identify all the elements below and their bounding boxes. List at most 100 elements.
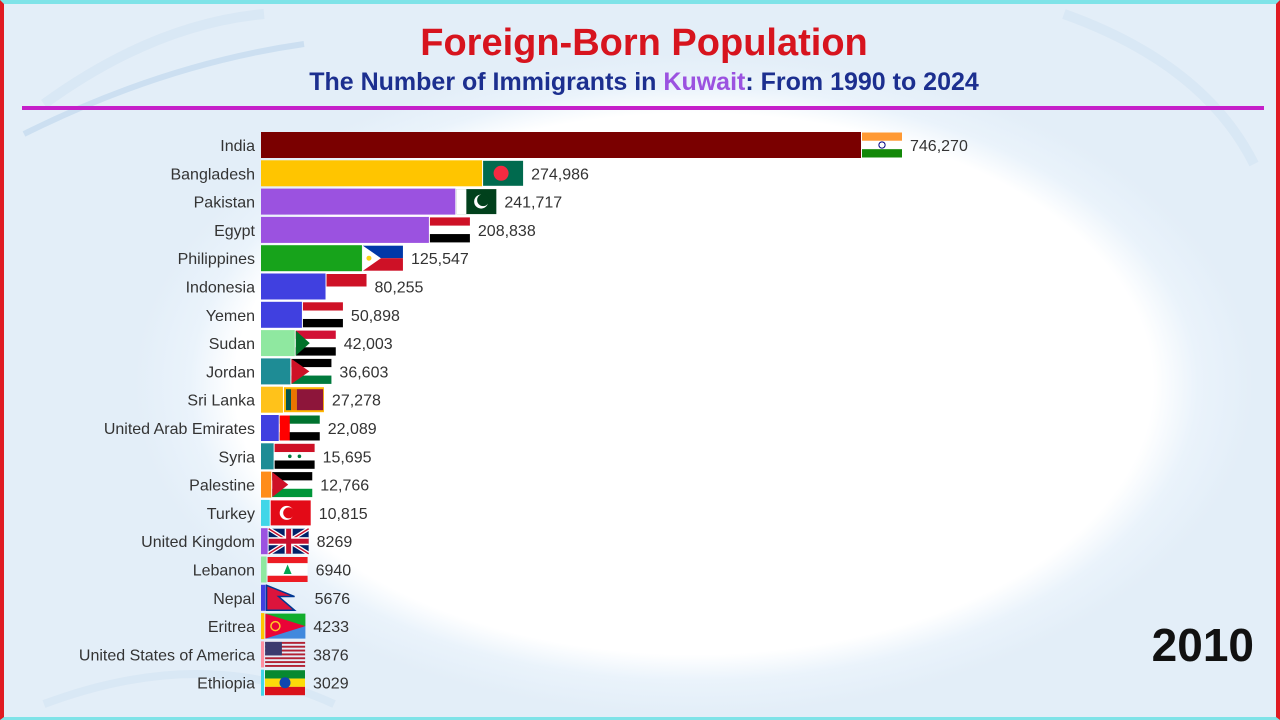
value-label: 3029 (313, 676, 349, 693)
value-label: 36,603 (339, 364, 388, 381)
category-label: Yemen (206, 308, 255, 325)
category-label: United States of America (79, 647, 255, 664)
bar (261, 132, 861, 158)
bar-row: Palestine 12,766 (189, 471, 369, 498)
value-label: 15,695 (323, 449, 372, 466)
syria-flag-icon (274, 443, 315, 469)
bar (261, 499, 270, 526)
bar (261, 471, 272, 498)
category-label: Ethiopia (197, 676, 255, 693)
bar (261, 613, 265, 640)
value-label: 12,766 (320, 478, 369, 495)
bar-row: Philippines 125,547 (178, 245, 469, 272)
bar (261, 669, 264, 696)
category-label: Pakistan (194, 195, 255, 212)
bar-row: Syria 15,695 (219, 443, 372, 470)
bar-row: Jordan 36,603 (206, 358, 388, 385)
bar (261, 415, 279, 441)
philippines-flag-icon (362, 245, 403, 271)
subtitle-country: Kuwait (663, 68, 746, 96)
bar-row: United Kingdom 8269 (141, 527, 353, 556)
category-label: Lebanon (193, 563, 255, 580)
bar-chart: India 746,270 Bangladesh 274,986 Pakistan 241… (79, 132, 968, 696)
value-label: 746,270 (910, 138, 968, 155)
jordan-flag-icon (291, 358, 332, 384)
egypt-flag-icon (429, 217, 470, 243)
value-label: 6940 (316, 563, 352, 580)
bar-row: Bangladesh 274,986 (170, 160, 589, 187)
bar-row: United States of America 3876 (79, 641, 349, 668)
bar (261, 188, 456, 215)
bar (261, 301, 302, 328)
usa-flag-icon (265, 641, 306, 667)
value-label: 5676 (315, 591, 351, 608)
category-label: Syria (219, 449, 256, 466)
bar (261, 216, 429, 243)
bar (261, 641, 265, 668)
value-label: 27,278 (332, 393, 381, 410)
bar (261, 358, 291, 385)
year-label: 2010 (1151, 619, 1254, 671)
bar (261, 528, 268, 555)
category-label: India (220, 138, 255, 155)
value-label: 8269 (317, 534, 353, 551)
sri-lanka-flag-icon (283, 387, 324, 413)
bar-row: Yemen 50,898 (206, 301, 400, 328)
value-label: 241,717 (504, 195, 562, 212)
bar (261, 386, 283, 413)
subtitle-prefix: The Number of Immigrants in (309, 68, 664, 96)
sudan-flag-icon (295, 330, 336, 356)
palestine-flag-icon (272, 472, 313, 498)
pakistan-flag-icon (456, 189, 497, 215)
value-label: 4233 (313, 619, 349, 636)
bar (261, 584, 266, 611)
nepal-flag-icon (265, 584, 297, 612)
category-label: Bangladesh (170, 166, 255, 183)
lebanon-flag-icon (267, 557, 308, 582)
value-label: 42,003 (344, 336, 393, 353)
bar-row: United Arab Emirates 22,089 (104, 415, 377, 441)
india-flag-icon (862, 132, 902, 158)
bar-row: Egypt 208,838 (214, 216, 536, 243)
title-divider (22, 106, 1264, 110)
bar (261, 273, 326, 300)
category-label: Egypt (214, 223, 255, 240)
bar-row: Indonesia 80,255 (186, 273, 424, 300)
bar-row: Pakistan 241,717 (194, 188, 562, 215)
bar-row: Turkey 10,815 (207, 499, 368, 526)
category-label: United Arab Emirates (104, 421, 255, 438)
turkey-flag-icon (270, 500, 311, 526)
chart-subtitle: The Number of Immigrants in Kuwait: From… (4, 68, 1276, 97)
bar (261, 556, 267, 583)
uk-flag-icon (267, 527, 310, 556)
bar-row: Eritrea 4233 (208, 613, 349, 640)
category-label: United Kingdom (141, 534, 255, 551)
bar (261, 443, 274, 470)
category-label: Turkey (207, 506, 255, 523)
value-label: 50,898 (351, 308, 400, 325)
value-label: 22,089 (328, 421, 377, 438)
bar-row: India 746,270 (220, 132, 968, 158)
value-label: 125,547 (411, 251, 469, 268)
bangladesh-flag-icon (483, 160, 524, 186)
bar (261, 245, 362, 272)
eritrea-flag-icon (265, 613, 306, 639)
category-label: Philippines (178, 251, 255, 268)
category-label: Nepal (213, 591, 255, 608)
value-label: 3876 (313, 647, 349, 664)
bar-row: Sudan 42,003 (209, 330, 393, 357)
value-label: 208,838 (478, 223, 536, 240)
bar (261, 160, 483, 187)
value-label: 80,255 (375, 280, 424, 297)
bar (261, 330, 295, 357)
category-label: Indonesia (186, 280, 255, 297)
category-label: Sri Lanka (187, 393, 255, 410)
ethiopia-flag-icon (265, 670, 305, 696)
indonesia-flag-icon (326, 274, 367, 299)
category-label: Sudan (209, 336, 255, 353)
bar-row: Sri Lanka 27,278 (187, 386, 381, 413)
value-label: 274,986 (531, 166, 589, 183)
category-label: Jordan (206, 364, 255, 381)
bar-row: Nepal 5676 (213, 584, 351, 612)
chart-title: Foreign-Born Population (420, 22, 868, 64)
